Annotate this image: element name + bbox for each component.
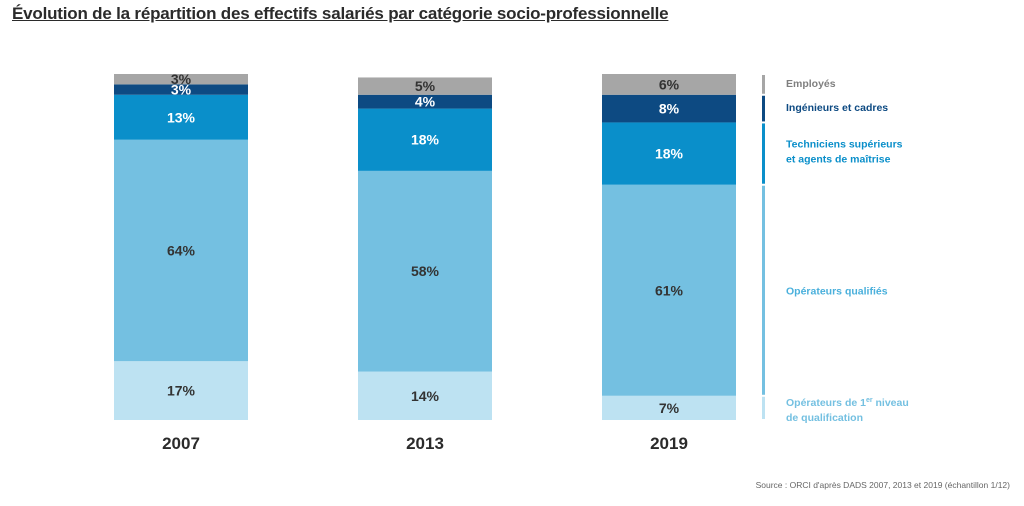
bar-segment-2019-3 — [602, 94, 736, 123]
bar-segment-2013-4 — [358, 77, 492, 95]
bar-segment-2019-4 — [602, 74, 736, 95]
data-label-2007-0: 17% — [167, 383, 196, 399]
x-axis-labels: 2007 2013 2019 — [162, 434, 688, 453]
legend-marker-ingenieurs — [762, 95, 765, 122]
legend-label-ingenieurs-0: Ingénieurs et cadres — [786, 102, 888, 114]
data-label-2013-1: 58% — [411, 263, 440, 279]
legend-marker-operateurs_qualifies — [762, 185, 765, 395]
source-note: Source : ORCI d'après DADS 2007, 2013 et… — [755, 480, 1010, 490]
bar-segment-2019-0 — [602, 395, 736, 420]
chart-title: Évolution de la répartition des effectif… — [12, 4, 669, 23]
legend-label-operateurs_1er_niveau-1: de qualification — [786, 412, 863, 424]
data-label-2013-2: 18% — [411, 132, 440, 148]
legend-label-techniciens-1: et agents de maîtrise — [786, 153, 891, 165]
data-label-2019-1: 61% — [655, 282, 684, 298]
data-label-2007-1: 64% — [167, 242, 196, 258]
segment-labels-layer: 17% 64% 13% 3%3% 14% 58% 18% 4%5% 7% 61% 18% 8% 6% — [167, 71, 684, 416]
bar-segment-2007-4 — [114, 74, 248, 85]
legend-superscript: er — [866, 397, 873, 404]
bar-segment-2013-3 — [358, 94, 492, 109]
legend-label-employes-0: Employés — [786, 78, 836, 90]
x-tick-label-2019: 2019 — [650, 434, 688, 453]
bar-segment-2007-3 — [114, 84, 248, 95]
data-label-2019-3: 8% — [659, 101, 680, 117]
data-label-2007-4: 3% — [171, 71, 192, 87]
bar-segment-2019-2 — [602, 122, 736, 185]
data-label-2007-3: 3% — [171, 82, 192, 98]
data-label-2013-0: 14% — [411, 388, 440, 404]
bar-segment-2013-0 — [358, 371, 492, 420]
data-label-2019-4: 6% — [659, 76, 680, 92]
legend: Opérateurs de 1er niveau de qualification… — [762, 75, 909, 424]
bars-layer — [114, 74, 736, 420]
data-label-2019-0: 7% — [659, 400, 680, 416]
bar-segment-2013-2 — [358, 108, 492, 171]
x-tick-label-2013: 2013 — [406, 434, 444, 453]
bar-segment-2013-1 — [358, 170, 492, 372]
legend-marker-operateurs_1er_niveau — [762, 396, 765, 419]
data-label-2007-2: 13% — [167, 109, 196, 125]
bar-segment-2007-0 — [114, 361, 248, 420]
legend-label-suffix: niveau — [873, 397, 909, 409]
data-label-2013-3: 4% — [415, 94, 436, 110]
x-tick-label-2007: 2007 — [162, 434, 200, 453]
legend-marker-techniciens — [762, 123, 765, 184]
bar-segment-2007-2 — [114, 94, 248, 140]
legend-label-operateurs_qualifies-0: Opérateurs qualifiés — [786, 285, 888, 297]
bar-segment-2019-1 — [602, 184, 736, 396]
bar-segment-2007-1 — [114, 139, 248, 362]
legend-label-techniciens-0: Techniciens supérieurs — [786, 138, 903, 150]
data-label-2019-2: 18% — [655, 146, 684, 162]
legend-label-operateurs_1er_niveau-0: Opérateurs de 1er niveau — [786, 397, 909, 409]
data-label-2013-4: 5% — [415, 78, 436, 94]
legend-marker-employes — [762, 75, 765, 94]
